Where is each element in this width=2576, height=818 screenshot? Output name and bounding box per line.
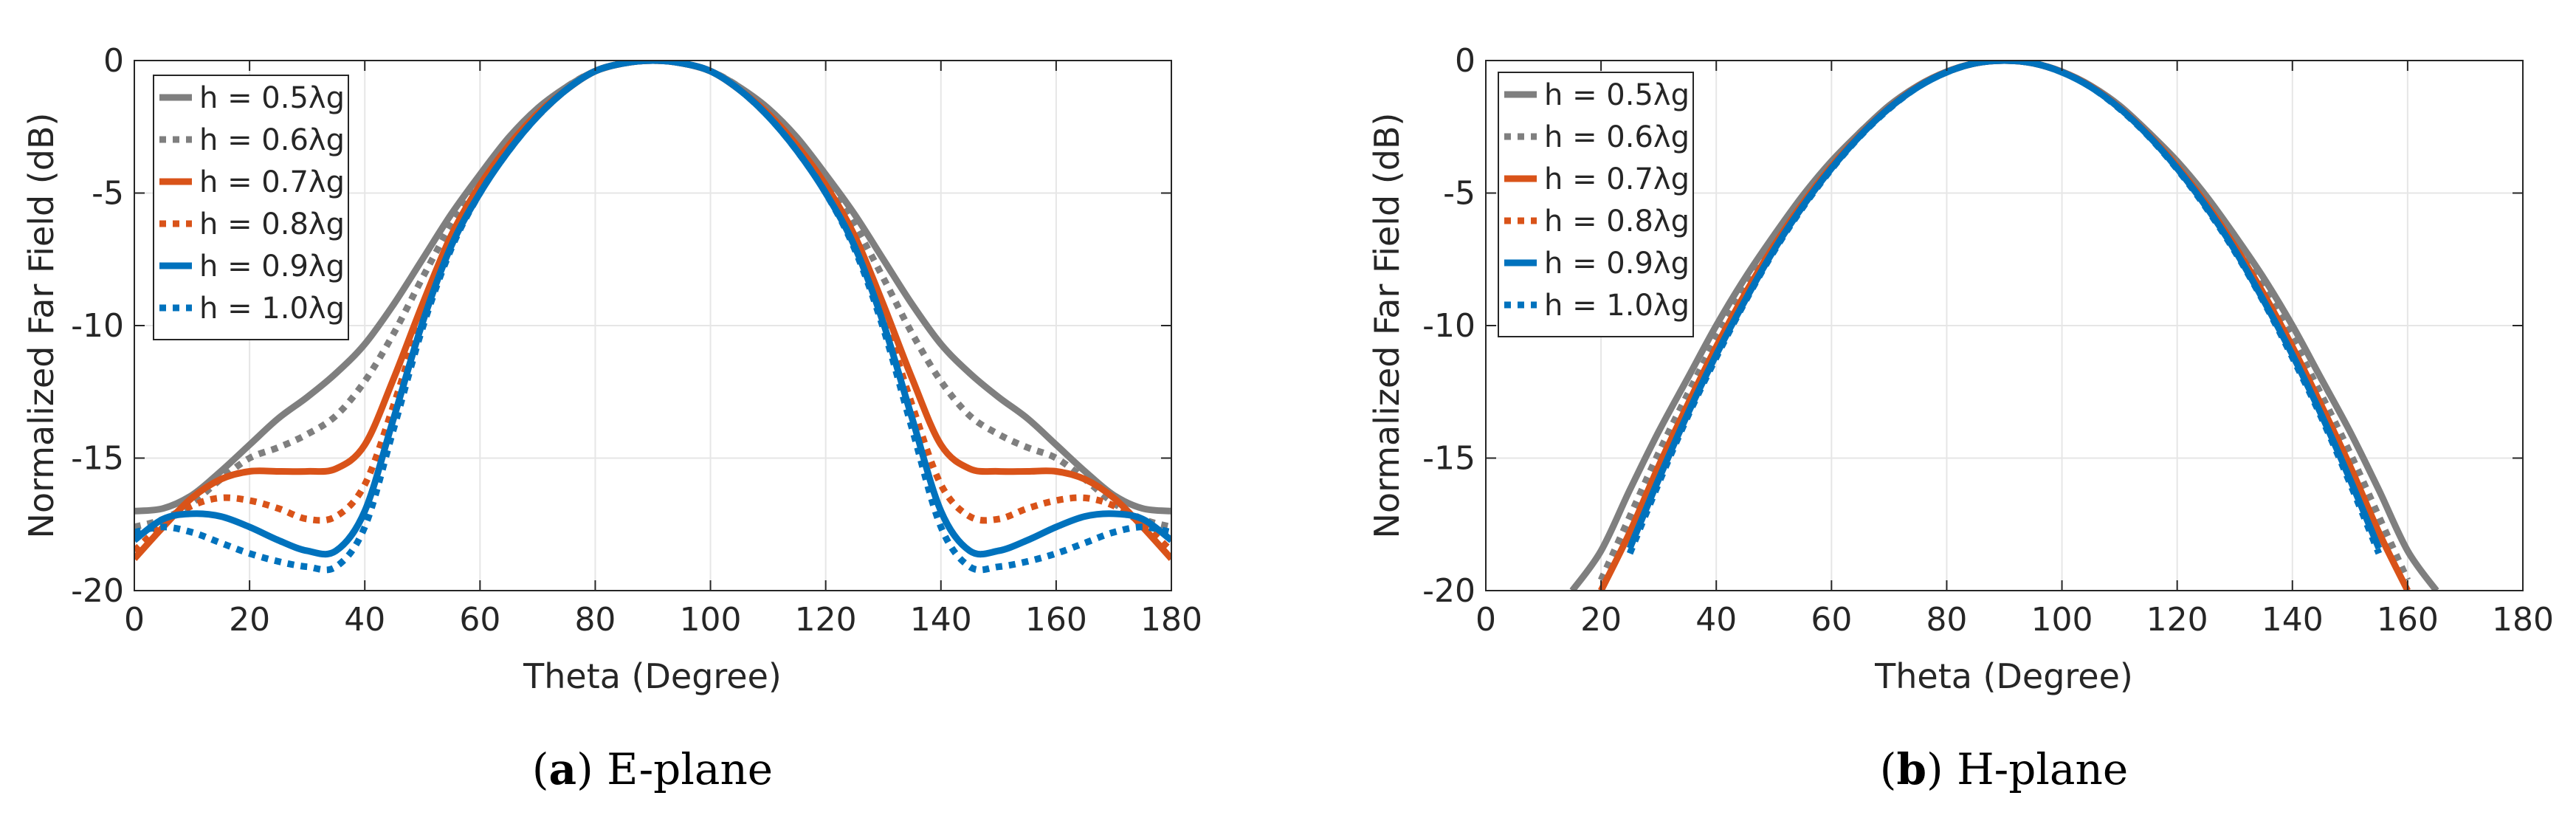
e-plane-y-tick-label: -5 xyxy=(92,175,124,213)
h-plane-x-tick-label: 100 xyxy=(2031,601,2093,639)
h-plane-legend-label-3: h = 0.8λg xyxy=(1544,205,1690,238)
e-plane-x-tick-label: 140 xyxy=(910,601,972,639)
e-plane-x-tick-label: 60 xyxy=(459,601,500,639)
e-plane-x-tick-label: 160 xyxy=(1025,601,1087,639)
caption-b-letter: b xyxy=(1896,744,1926,794)
h-plane-legend-box xyxy=(1498,72,1694,337)
e-plane-y-tick-label: -15 xyxy=(71,440,124,478)
e-plane-x-tick-label: 80 xyxy=(574,601,616,639)
h-plane-x-tick-label: 40 xyxy=(1695,601,1737,639)
h-plane-series-1-line xyxy=(1598,61,2411,582)
h-plane-x-tick-label: 140 xyxy=(2262,601,2324,639)
h-plane-x-tick-label: 0 xyxy=(1475,601,1496,639)
e-plane-series-3-line xyxy=(134,61,1171,554)
e-plane-series-1-line xyxy=(134,61,1171,531)
e-plane-x-tick-label: 40 xyxy=(344,601,385,639)
e-plane-legend-label-5: h = 1.0λg xyxy=(199,292,345,326)
h-plane-legend-label-4: h = 0.9λg xyxy=(1544,247,1690,281)
h-plane-series xyxy=(1569,61,2439,591)
h-plane-legend-label-1: h = 0.6λg xyxy=(1544,120,1690,154)
h-plane-y-tick-label: -5 xyxy=(1443,175,1475,213)
e-plane-legend-label-0: h = 0.5λg xyxy=(199,81,345,115)
e-plane-legend: h = 0.5λg h = 0.6λg h = 0.7λg h = 0.8λg h = … xyxy=(153,75,349,340)
caption-a-letter: a xyxy=(549,744,577,794)
h-plane-series-4-line xyxy=(1626,61,2383,550)
caption-b-text: H-plane xyxy=(1957,744,2128,794)
h-plane-series-0-line xyxy=(1569,61,2439,591)
h-plane-y-tick-label: -15 xyxy=(1422,440,1475,478)
e-plane-ticks: 0 20 40 60 80 100 120 140 160 180 0 -5 -10 -15 -20 xyxy=(71,42,1202,639)
h-plane-legend-label-5: h = 1.0λg xyxy=(1544,289,1690,323)
e-plane-x-axis-label: Theta (Degree) xyxy=(523,656,782,696)
caption-b: (b) H-plane xyxy=(1880,744,2128,794)
e-plane-legend-label-1: h = 0.6λg xyxy=(199,123,345,157)
h-plane-y-tick-label: -20 xyxy=(1422,572,1475,610)
h-plane-x-tick-label: 120 xyxy=(2146,601,2208,639)
e-plane-series xyxy=(134,61,1171,574)
caption-a-text: E-plane xyxy=(607,744,773,794)
e-plane-series-4-line xyxy=(134,61,1171,558)
e-plane-x-tick-label: 180 xyxy=(1140,601,1202,639)
e-plane-legend-label-3: h = 0.8λg xyxy=(199,207,345,241)
h-plane-y-tick-label: 0 xyxy=(1455,42,1475,80)
e-plane-chart: 0 20 40 60 80 100 120 140 160 180 0 -5 -10 -15 -20 The… xyxy=(21,42,1202,696)
h-plane-ticks: 0 20 40 60 80 100 120 140 160 180 0 -5 -10 -15 -20 xyxy=(1422,42,2554,639)
e-plane-y-tick-label: -10 xyxy=(71,307,124,345)
e-plane-legend-box xyxy=(153,75,349,340)
h-plane-x-tick-label: 180 xyxy=(2492,601,2554,639)
h-plane-x-tick-label: 80 xyxy=(1926,601,1967,639)
e-plane-series-5-line xyxy=(134,61,1171,574)
e-plane-y-tick-label: -20 xyxy=(71,572,124,610)
e-plane-series-0-line xyxy=(134,61,1171,515)
h-plane-legend: h = 0.5λg h = 0.6λg h = 0.7λg h = 0.8λg h = … xyxy=(1498,72,1694,337)
e-plane-x-tick-label: 100 xyxy=(680,601,742,639)
h-plane-x-tick-label: 20 xyxy=(1580,601,1622,639)
e-plane-y-axis-label: Normalized Far Field (dB) xyxy=(21,113,61,539)
h-plane-y-axis-label: Normalized Far Field (dB) xyxy=(1367,113,1407,539)
caption-a: (a) E-plane xyxy=(532,744,773,794)
h-plane-chart: 0 20 40 60 80 100 120 140 160 180 0 -5 -10 -15 -20 The… xyxy=(1367,42,2554,696)
e-plane-x-tick-label: 0 xyxy=(124,601,145,639)
h-plane-x-tick-label: 60 xyxy=(1811,601,1852,639)
h-plane-x-tick-label: 160 xyxy=(2377,601,2439,639)
e-plane-legend-label-4: h = 0.9λg xyxy=(199,250,345,283)
e-plane-y-tick-label: 0 xyxy=(103,42,124,80)
e-plane-legend-label-2: h = 0.7λg xyxy=(199,165,345,199)
h-plane-legend-label-2: h = 0.7λg xyxy=(1544,162,1690,196)
h-plane-y-tick-label: -10 xyxy=(1422,307,1475,345)
h-plane-legend-label-0: h = 0.5λg xyxy=(1544,78,1690,112)
e-plane-x-tick-label: 20 xyxy=(229,601,270,639)
e-plane-series-2-line xyxy=(134,61,1171,561)
e-plane-x-tick-label: 120 xyxy=(795,601,857,639)
h-plane-x-axis-label: Theta (Degree) xyxy=(1874,656,2133,696)
